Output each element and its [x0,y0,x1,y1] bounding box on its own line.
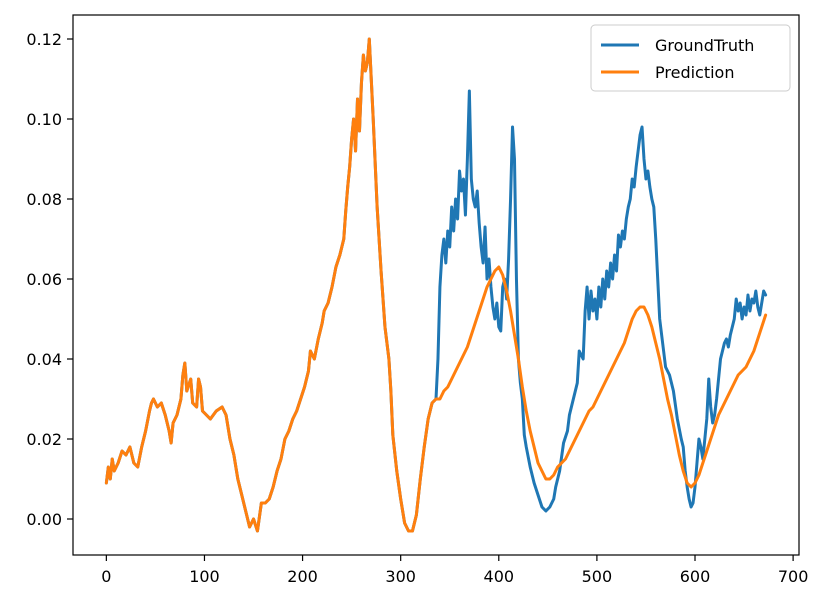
x-tick-label: 0 [101,567,111,586]
y-tick-label: 0.06 [26,270,62,289]
y-tick-label: 0.04 [26,350,62,369]
legend: GroundTruth Prediction [590,24,791,92]
legend-label-prediction: Prediction [655,63,734,82]
series-line-prediction [104,37,768,533]
y-tick-label: 0.02 [26,430,62,449]
y-tick-label: 0.10 [26,110,62,129]
x-tick-label: 600 [680,567,711,586]
legend-label-groundtruth: GroundTruth [655,36,754,55]
y-tick-label: 0.08 [26,190,62,209]
y-tick-label: 0.12 [26,30,62,49]
x-tick-label: 300 [385,567,416,586]
x-tick-label: 100 [189,567,220,586]
x-tick-label: 700 [778,567,809,586]
y-axis: 0.00 0.02 0.04 0.06 0.08 0.10 0.12 [26,30,73,529]
y-tick-label: 0.00 [26,510,62,529]
axes-frame [72,14,800,556]
legend-box [590,24,791,92]
x-axis: 0 100 200 300 400 500 600 700 [101,555,808,586]
plot-area [104,37,768,533]
x-tick-label: 500 [582,567,613,586]
x-tick-label: 200 [287,567,318,586]
x-tick-label: 400 [484,567,515,586]
